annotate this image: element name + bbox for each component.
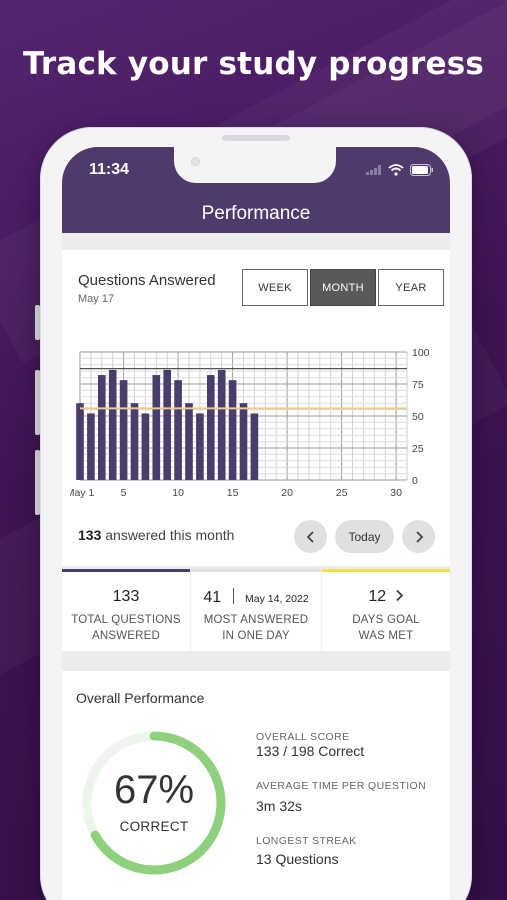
longest-streak-label: LONGEST STREAK — [256, 835, 357, 847]
chart-bar — [130, 403, 139, 480]
chevron-right-icon — [415, 530, 423, 543]
chevron-left-icon — [306, 530, 314, 543]
avg-time-value: 3m 32s — [256, 798, 302, 814]
longest-streak-value: 13 Questions — [256, 851, 339, 867]
chart-bar — [97, 375, 106, 480]
stat-days-goal-value: 12 — [368, 588, 387, 605]
phone-mute-switch — [35, 305, 40, 340]
stat-days-goal-label-line1: DAYS GOAL — [352, 614, 420, 626]
battery-icon — [410, 164, 433, 176]
stat-total-questions: 133 TOTAL QUESTIONS ANSWERED — [62, 569, 190, 651]
stat-days-goal-label-line2: WAS MET — [358, 630, 414, 642]
questions-bar-chart: 0 25 50 75 100 May 1 5 10 15 20 25 30 — [70, 347, 430, 499]
camera — [191, 157, 200, 166]
score-correct-label: CORRECT — [119, 819, 189, 834]
y-tick-label: 25 — [412, 443, 424, 455]
stat-total-label-line2: ANSWERED — [91, 630, 161, 642]
x-tick-label: 15 — [227, 487, 239, 499]
phone-notch — [174, 147, 336, 183]
stat-days-goal-label: DAYS GOAL WAS MET — [322, 612, 450, 644]
chart-bar — [141, 413, 150, 480]
x-tick-label: 20 — [281, 487, 293, 499]
next-month-button[interactable] — [402, 520, 435, 553]
chart-bar — [174, 380, 182, 480]
wifi-icon — [388, 164, 404, 176]
answered-summary: 133 answered this month — [78, 527, 234, 543]
y-tick-label: 75 — [412, 379, 424, 391]
status-icons — [366, 162, 434, 178]
stat-most-answered-value: 41 — [203, 589, 222, 606]
phone-volume-down — [35, 450, 40, 515]
stat-total-label: TOTAL QUESTIONS ANSWERED — [62, 612, 190, 644]
app-header: 11:34 Performance — [62, 147, 450, 233]
answered-count: 133 — [78, 527, 102, 543]
overall-score-value: 133 / 198 Correct — [256, 743, 365, 759]
divider — [232, 588, 234, 604]
stat-most-answered-label-line1: MOST ANSWERED — [203, 614, 309, 626]
x-tick-label: 10 — [172, 487, 184, 499]
segment-month[interactable]: MONTH — [310, 269, 376, 306]
stat-most-answered-label: MOST ANSWERED IN ONE DAY — [191, 612, 321, 644]
stat-most-answered-number: 41 May 14, 2022 — [191, 588, 321, 607]
previous-month-button[interactable] — [294, 520, 327, 553]
score-ring-progress — [82, 731, 226, 875]
chart-bar — [196, 413, 204, 480]
stat-total-label-line1: TOTAL QUESTIONS — [71, 614, 181, 626]
y-tick-label: 50 — [412, 411, 424, 423]
stat-most-answered: 41 May 14, 2022 MOST ANSWERED IN ONE DAY — [191, 569, 321, 651]
chart-bar — [250, 413, 259, 480]
today-button[interactable]: Today — [335, 520, 394, 553]
answered-text: answered this month — [105, 527, 235, 543]
chart-bar — [239, 403, 248, 480]
page-title: Performance — [201, 203, 311, 224]
chart-bar — [108, 369, 117, 480]
chart-bar — [217, 369, 226, 480]
overall-score-label: OVERALL SCORE — [256, 731, 350, 743]
score-ring — [82, 731, 226, 875]
y-tick-label: 0 — [412, 475, 418, 487]
signal-icon — [366, 165, 381, 175]
avg-time-label: AVERAGE TIME PER QUESTION — [256, 780, 427, 792]
x-tick-label: 30 — [390, 487, 402, 499]
segment-year[interactable]: YEAR — [378, 269, 444, 306]
phone-speaker — [222, 135, 290, 141]
promo-headline: Track your study progress — [22, 46, 485, 82]
status-time: 11:34 — [89, 161, 130, 178]
chart-bar — [228, 380, 237, 480]
score-percent: 67% — [113, 768, 195, 812]
x-tick-label: 5 — [121, 487, 127, 499]
chart-bar — [163, 369, 172, 480]
app-screen: 11:34 Performance Questions Answered May… — [62, 147, 450, 900]
questions-answered-title: Questions Answered — [78, 272, 216, 289]
y-tick-label: 100 — [412, 347, 430, 359]
chart-bar — [119, 380, 128, 480]
stat-days-goal[interactable]: 12 DAYS GOAL WAS MET — [322, 569, 450, 651]
chevron-right-icon — [396, 589, 403, 602]
stat-most-answered-date: May 14, 2022 — [245, 593, 309, 605]
segment-week[interactable]: WEEK — [242, 269, 308, 306]
phone-volume-up — [35, 370, 40, 435]
chart-bar — [87, 413, 95, 480]
stat-total-number: 133 — [112, 588, 140, 605]
chart-bar — [76, 403, 84, 480]
chart-bar — [185, 403, 193, 480]
x-tick-label: 25 — [336, 487, 348, 499]
x-tick-label: May 1 — [70, 487, 94, 499]
questions-date: May 17 — [78, 293, 115, 305]
chart-bar — [206, 375, 215, 480]
stat-days-goal-number: 12 — [322, 588, 450, 606]
overall-performance-title: Overall Performance — [76, 690, 205, 706]
stat-most-answered-label-line2: IN ONE DAY — [222, 630, 290, 642]
chart-bar — [152, 375, 161, 480]
